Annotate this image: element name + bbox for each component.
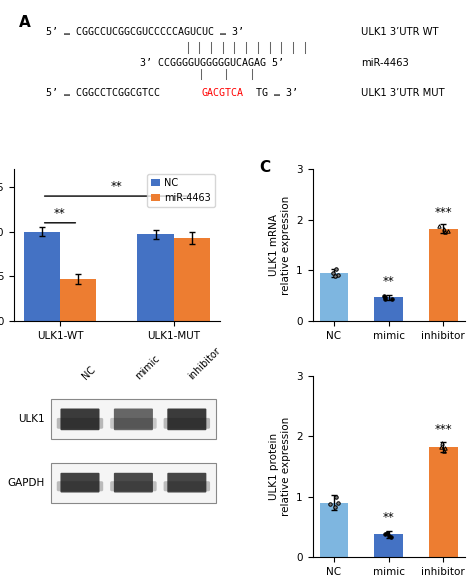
Bar — [319, 502, 348, 557]
Text: **: ** — [383, 511, 394, 524]
Bar — [174, 238, 210, 321]
FancyBboxPatch shape — [164, 481, 210, 491]
FancyBboxPatch shape — [114, 473, 153, 492]
Text: ***: *** — [435, 423, 452, 436]
Text: 5’ … CGGCCUCGGCGUCCCCCAGUCUC … 3’: 5’ … CGGCCUCGGCGUCCCCCAGUCUC … 3’ — [46, 27, 244, 37]
Text: GACGTCA: GACGTCA — [201, 88, 243, 97]
Bar — [60, 279, 97, 321]
Text: ULK1: ULK1 — [18, 414, 45, 425]
Text: **: ** — [111, 180, 123, 193]
Text: ULK1 3’UTR WT: ULK1 3’UTR WT — [361, 27, 438, 37]
FancyBboxPatch shape — [114, 408, 153, 430]
FancyBboxPatch shape — [110, 481, 156, 491]
Text: GAPDH: GAPDH — [8, 478, 45, 488]
FancyBboxPatch shape — [57, 481, 103, 491]
Y-axis label: ULK1 mRNA
relative expression: ULK1 mRNA relative expression — [269, 195, 291, 295]
Bar — [429, 447, 457, 557]
FancyBboxPatch shape — [110, 418, 156, 429]
Text: C: C — [259, 160, 271, 175]
Bar — [137, 234, 174, 321]
Bar — [374, 535, 403, 557]
FancyBboxPatch shape — [164, 418, 210, 429]
Text: inhibitor: inhibitor — [187, 346, 223, 382]
Text: mimic: mimic — [133, 353, 162, 382]
Legend: NC, miR-4463: NC, miR-4463 — [147, 174, 215, 207]
Text: miR-4463: miR-4463 — [361, 58, 409, 68]
Text: **: ** — [383, 275, 394, 288]
FancyBboxPatch shape — [167, 473, 206, 492]
Text: 5’ … CGGCCTCGGCGTCC: 5’ … CGGCCTCGGCGTCC — [46, 88, 160, 97]
FancyBboxPatch shape — [167, 408, 206, 430]
Text: NC: NC — [80, 364, 97, 382]
Bar — [374, 297, 403, 321]
FancyBboxPatch shape — [61, 408, 100, 430]
Bar — [51, 463, 216, 502]
Bar — [429, 229, 457, 321]
FancyBboxPatch shape — [61, 473, 100, 492]
Bar — [24, 232, 60, 321]
Text: A: A — [18, 14, 30, 30]
Y-axis label: ULK1 protein
relative expression: ULK1 protein relative expression — [269, 417, 291, 516]
Text: 3’ CCGGGGUGGGGGUCAGAG 5’: 3’ CCGGGGUGGGGGUCAGAG 5’ — [140, 58, 284, 68]
Text: ***: *** — [435, 206, 452, 219]
Bar — [51, 400, 216, 439]
FancyBboxPatch shape — [57, 418, 103, 429]
Bar — [319, 273, 348, 321]
Text: ULK1 3’UTR MUT: ULK1 3’UTR MUT — [361, 88, 445, 97]
Text: **: ** — [54, 207, 66, 220]
Text: TG … 3’: TG … 3’ — [255, 88, 298, 97]
